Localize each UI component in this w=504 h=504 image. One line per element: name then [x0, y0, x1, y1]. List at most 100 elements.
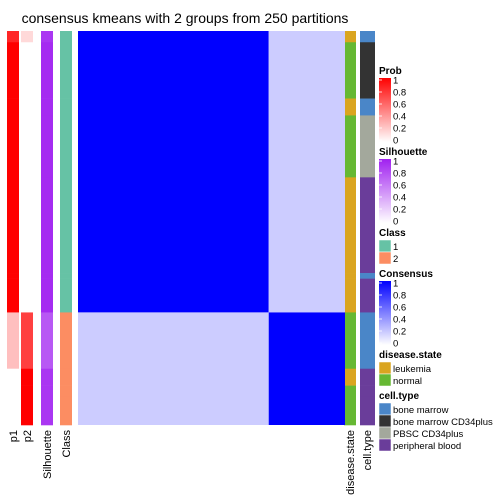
- annotation-cell-p1-0: [7, 31, 19, 43]
- annotation-cell-silhouette-5: [41, 273, 53, 279]
- annotation-cell-p1-6: [7, 278, 19, 313]
- consensus-block-1-1: [78, 31, 269, 313]
- column-label-p1: p1: [8, 430, 20, 442]
- annotation-cell-class-8: [60, 368, 72, 386]
- legend-tick-label-consensus-5: 0: [393, 339, 398, 350]
- annotation-cell-class-5: [60, 273, 72, 279]
- annotation-cell-p2-3: [21, 115, 33, 178]
- annotation-cell-silhouette-4: [41, 177, 53, 274]
- legend-title-silhouette: Silhouette: [379, 147, 428, 158]
- legend-label-cell-type-2: PBSC CD34plus: [393, 429, 463, 440]
- annotation-cell-p2-4: [21, 177, 33, 274]
- annotation-cell-cell-type-2: [360, 98, 375, 116]
- legend-tick-label-prob-2: 0.6: [393, 100, 406, 111]
- annotation-cell-class-4: [60, 177, 72, 274]
- annotation-cell-class-9: [60, 385, 72, 398]
- legend-tick-label-silhouette-3: 0.4: [393, 193, 406, 204]
- legend-tick-label-consensus-2: 0.6: [393, 303, 406, 314]
- legend-swatch-cell-type-1: [378, 414, 392, 428]
- consensus-block-1-2: [268, 31, 345, 313]
- column-labels: p1 p2 Silhouette Class disease.state cell.typ…: [8, 430, 374, 495]
- annotation-cell-cell-type-8: [360, 368, 375, 386]
- annotation-cell-disease-state-1: [344, 42, 356, 99]
- annotation-cell-disease-state-9: [344, 385, 356, 398]
- annotation-cell-disease-state-8: [344, 368, 356, 386]
- legend-title-prob: Prob: [379, 66, 402, 77]
- legend-label-cell-type-1: bone marrow CD34plus: [393, 417, 493, 428]
- consensus-block-2-2: [268, 312, 345, 425]
- annotation-cell-cell-type-5: [360, 273, 375, 279]
- annotation-cell-p1-1: [7, 42, 19, 99]
- annotation-cell-p2-2: [21, 98, 33, 116]
- annotation-cell-class-6: [60, 278, 72, 313]
- legend-tick-label-silhouette-1: 0.8: [393, 169, 406, 180]
- legend-label-class-0: 1: [393, 242, 398, 253]
- legend-swatch-class-0: [378, 239, 392, 253]
- annotation-cell-silhouette-10: [41, 396, 53, 426]
- annotation-cell-cell-type-4: [360, 177, 375, 274]
- annotation-cell-silhouette-1: [41, 42, 53, 99]
- legend-title-disease-state: disease.state: [379, 350, 442, 361]
- legend-tick-label-consensus-1: 0.8: [393, 291, 406, 302]
- annotation-cell-class-0: [60, 31, 72, 43]
- legend-label-class-1: 2: [393, 254, 398, 265]
- annotation-cell-disease-state-6: [344, 278, 356, 313]
- legend-tick-label-consensus-3: 0.4: [393, 315, 406, 326]
- legend-colorbar-prob: [379, 78, 391, 142]
- annotation-cell-cell-type-1: [360, 42, 375, 99]
- annotation-cell-cell-type-6: [360, 278, 375, 313]
- annotation-cell-p2-1: [21, 42, 33, 99]
- annotation-cell-silhouette-3: [41, 115, 53, 178]
- annotation-columns: [7, 31, 375, 426]
- annotation-cell-p2-5: [21, 273, 33, 279]
- annotation-cell-class-1: [60, 42, 72, 99]
- legend-tick-label-prob-4: 0.2: [393, 124, 406, 135]
- annotation-cell-p1-8: [7, 368, 19, 386]
- legend-tick-label-prob-3: 0.4: [393, 112, 406, 123]
- annotation-cell-silhouette-2: [41, 98, 53, 116]
- annotation-cell-silhouette-7: [41, 312, 53, 370]
- legend-colorbar-silhouette: [379, 159, 391, 223]
- annotation-cell-class-10: [60, 396, 72, 426]
- annotation-cell-disease-state-2: [344, 98, 356, 116]
- column-label-disease-state: disease.state: [345, 430, 357, 495]
- annotation-cell-cell-type-10: [360, 396, 375, 426]
- annotation-cell-p2-6: [21, 278, 33, 313]
- column-label-class: Class: [61, 430, 73, 458]
- annotation-cell-disease-state-0: [344, 31, 356, 43]
- annotation-cell-cell-type-9: [360, 385, 375, 398]
- annotation-cell-disease-state-4: [344, 177, 356, 274]
- legend-tick-label-silhouette-2: 0.6: [393, 181, 406, 192]
- legend-tick-label-consensus-0: 1: [393, 279, 398, 290]
- legend-label-cell-type-0: bone marrow: [393, 405, 449, 416]
- annotation-cell-silhouette-8: [41, 368, 53, 386]
- legend-tick-label-consensus-4: 0.2: [393, 327, 406, 338]
- legend-label-cell-type-3: peripheral blood: [393, 441, 461, 452]
- column-label-cell-type: cell.type: [362, 430, 374, 470]
- legend-title-class: Class: [379, 228, 406, 239]
- legend-tick-label-silhouette-5: 0: [393, 217, 398, 228]
- legend-tick-label-prob-5: 0: [393, 136, 398, 147]
- column-label-p2: p2: [22, 430, 34, 442]
- annotation-cell-p1-10: [7, 396, 19, 426]
- legend-swatch-disease-state-1: [378, 373, 392, 387]
- annotation-cell-disease-state-10: [344, 396, 356, 426]
- annotation-cell-class-3: [60, 115, 72, 178]
- annotation-cell-class-2: [60, 98, 72, 116]
- legend-swatch-cell-type-2: [378, 426, 392, 440]
- legend-swatch-class-1: [378, 251, 392, 265]
- legend-label-disease-state-1: normal: [393, 376, 422, 387]
- annotation-cell-p1-5: [7, 273, 19, 279]
- annotation-cell-silhouette-6: [41, 278, 53, 313]
- consensus-block-2-1: [78, 312, 269, 425]
- annotation-cell-class-7: [60, 312, 72, 370]
- annotation-cell-p1-3: [7, 115, 19, 178]
- column-label-silhouette: Silhouette: [42, 430, 54, 479]
- annotation-cell-silhouette-9: [41, 385, 53, 398]
- annotation-cell-p1-9: [7, 385, 19, 398]
- annotation-cell-p2-10: [21, 396, 33, 426]
- annotation-cell-cell-type-7: [360, 312, 375, 370]
- annotation-cell-p2-8: [21, 368, 33, 386]
- legend-tick-label-silhouette-0: 1: [393, 157, 398, 168]
